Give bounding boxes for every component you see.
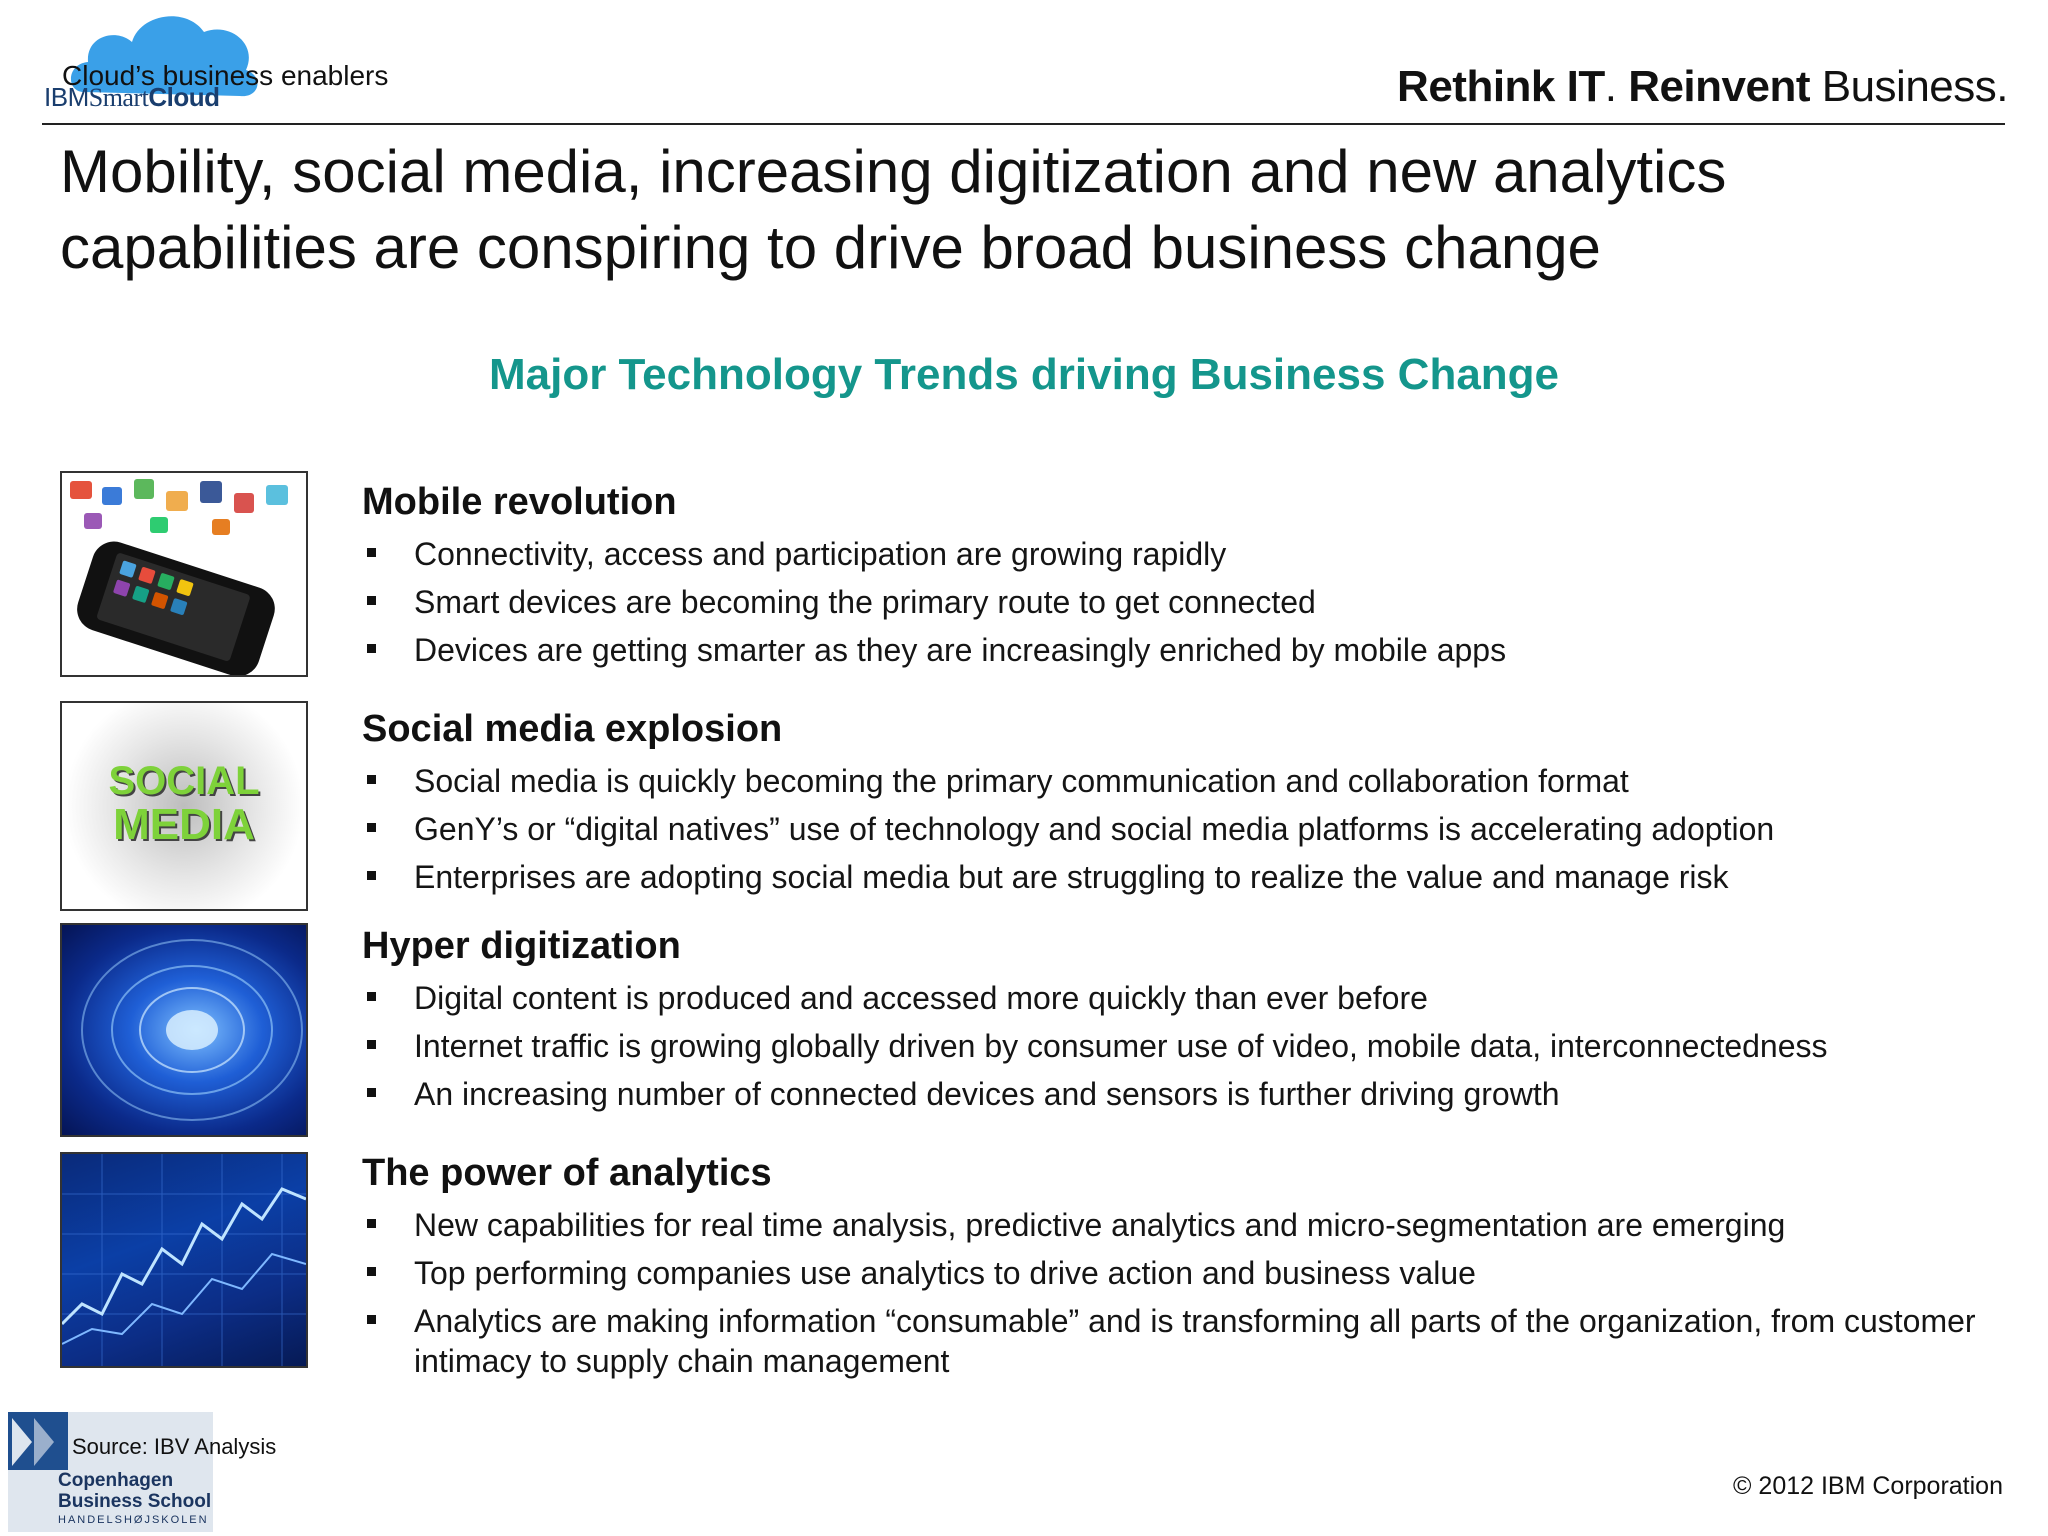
bullet-icon (367, 871, 376, 880)
list-item-text: GenY’s or “digital natives” use of techn… (414, 811, 1775, 847)
bullet-icon (367, 644, 376, 653)
cloud-icon (70, 16, 258, 97)
list-item: Digital content is produced and accessed… (362, 978, 2002, 1018)
list-item: Smart devices are becoming the primary r… (362, 582, 2002, 622)
header-subtitle: Cloud’s business enablers (62, 60, 389, 91)
section-heading: Mobile revolution (362, 481, 677, 523)
digital-tunnel-image (60, 923, 308, 1137)
social-media-image: SOCIAL MEDIA (60, 701, 308, 911)
analytics-chart-image (60, 1152, 308, 1368)
section-hyper-digitization: Hyper digitization Digital content is pr… (362, 924, 2002, 1122)
list-item-text: Connectivity, access and participation a… (414, 536, 1227, 572)
list-item: GenY’s or “digital natives” use of techn… (362, 809, 2002, 849)
list-item-text: Digital content is produced and accessed… (414, 980, 1428, 1016)
bullet-list: Social media is quickly becoming the pri… (362, 761, 2002, 897)
list-item-text: New capabilities for real time analysis,… (414, 1207, 1786, 1243)
section-heading: The power of analytics (362, 1152, 772, 1194)
list-item-text: Smart devices are becoming the primary r… (414, 584, 1316, 620)
tagline-reinvent: Reinvent (1628, 62, 1811, 111)
word-cloud-background (62, 703, 306, 909)
list-item-text: Social media is quickly becoming the pri… (414, 763, 1629, 799)
list-item: An increasing number of connected device… (362, 1074, 2002, 1114)
section-mobile-revolution: Mobile revolution Connectivity, access a… (362, 480, 2002, 678)
brand-name: IBMSmartCloud (44, 82, 220, 113)
list-item-text: Devices are getting smarter as they are … (414, 632, 1507, 668)
trends-heading: Major Technology Trends driving Business… (488, 350, 1560, 399)
social-word: SOCIAL (108, 759, 260, 803)
section-social-media-explosion: Social media explosion Social media is q… (362, 707, 2002, 905)
bullet-list: New capabilities for real time analysis,… (362, 1205, 2002, 1381)
cbs-name-line3: HANDELSHØJSKOLEN (58, 1514, 209, 1526)
bullet-icon (367, 548, 376, 557)
list-item: Enterprises are adopting social media bu… (362, 857, 2002, 897)
list-item: Social media is quickly becoming the pri… (362, 761, 2002, 801)
bullet-icon (367, 1219, 376, 1228)
copenhagen-business-school-logo: Copenhagen Business School HANDELSHØJSKO… (8, 1412, 213, 1532)
bullet-icon (367, 775, 376, 784)
bullet-list: Digital content is produced and accessed… (362, 978, 2002, 1114)
bullet-icon (367, 1267, 376, 1276)
ibm-smartcloud-logo (62, 0, 262, 110)
list-item: Devices are getting smarter as they are … (362, 630, 2002, 670)
cbs-emblem-icon (8, 1412, 68, 1470)
bullet-icon (367, 1315, 376, 1324)
list-item: Connectivity, access and participation a… (362, 534, 2002, 574)
brand-middle: Smart (88, 83, 149, 112)
list-item: New capabilities for real time analysis,… (362, 1205, 2002, 1245)
list-item-text: An increasing number of connected device… (414, 1076, 1560, 1112)
list-item: Top performing companies use analytics t… (362, 1253, 2002, 1293)
list-item-text: Internet traffic is growing globally dri… (414, 1028, 1828, 1064)
list-item-text: Enterprises are adopting social media bu… (414, 859, 1729, 895)
section-heading: Hyper digitization (362, 925, 681, 967)
bullet-icon (367, 823, 376, 832)
source-note: Source: IBV Analysis (72, 1434, 277, 1459)
list-item-text: Top performing companies use analytics t… (414, 1255, 1476, 1291)
cbs-name-line2: Business School (58, 1491, 212, 1512)
section-power-of-analytics: The power of analytics New capabilities … (362, 1151, 2002, 1389)
list-item-text: Analytics are making information “consum… (414, 1303, 1976, 1379)
section-heading: Social media explosion (362, 708, 783, 750)
digital-tunnel-graphic (81, 939, 303, 1121)
media-word: MEDIA (113, 800, 255, 849)
tagline-business: Business. (1810, 62, 2009, 111)
header-divider (42, 123, 2005, 125)
list-item: Analytics are making information “consum… (362, 1301, 2002, 1381)
stock-chart-graphic (62, 1154, 306, 1366)
bullet-icon (367, 1088, 376, 1097)
bullet-icon (367, 1040, 376, 1049)
smartphone-icon (70, 479, 288, 675)
brand-suffix: Cloud (148, 82, 220, 112)
tagline-dot: . (1604, 62, 1629, 111)
cbs-name-line1: Copenhagen (58, 1470, 174, 1491)
bullet-icon (367, 596, 376, 605)
copyright: © 2012 IBM Corporation (1733, 1472, 2003, 1500)
bullet-icon (367, 992, 376, 1001)
brand-prefix: IBM (44, 82, 89, 112)
tagline-rethink: Rethink IT (1397, 62, 1605, 111)
mobile-apps-image (60, 471, 308, 677)
tagline: Rethink IT. Reinvent Business. (1397, 62, 2008, 112)
list-item: Internet traffic is growing globally dri… (362, 1026, 2002, 1066)
bullet-list: Connectivity, access and participation a… (362, 534, 2002, 670)
page-title: Mobility, social media, increasing digit… (60, 138, 1727, 281)
